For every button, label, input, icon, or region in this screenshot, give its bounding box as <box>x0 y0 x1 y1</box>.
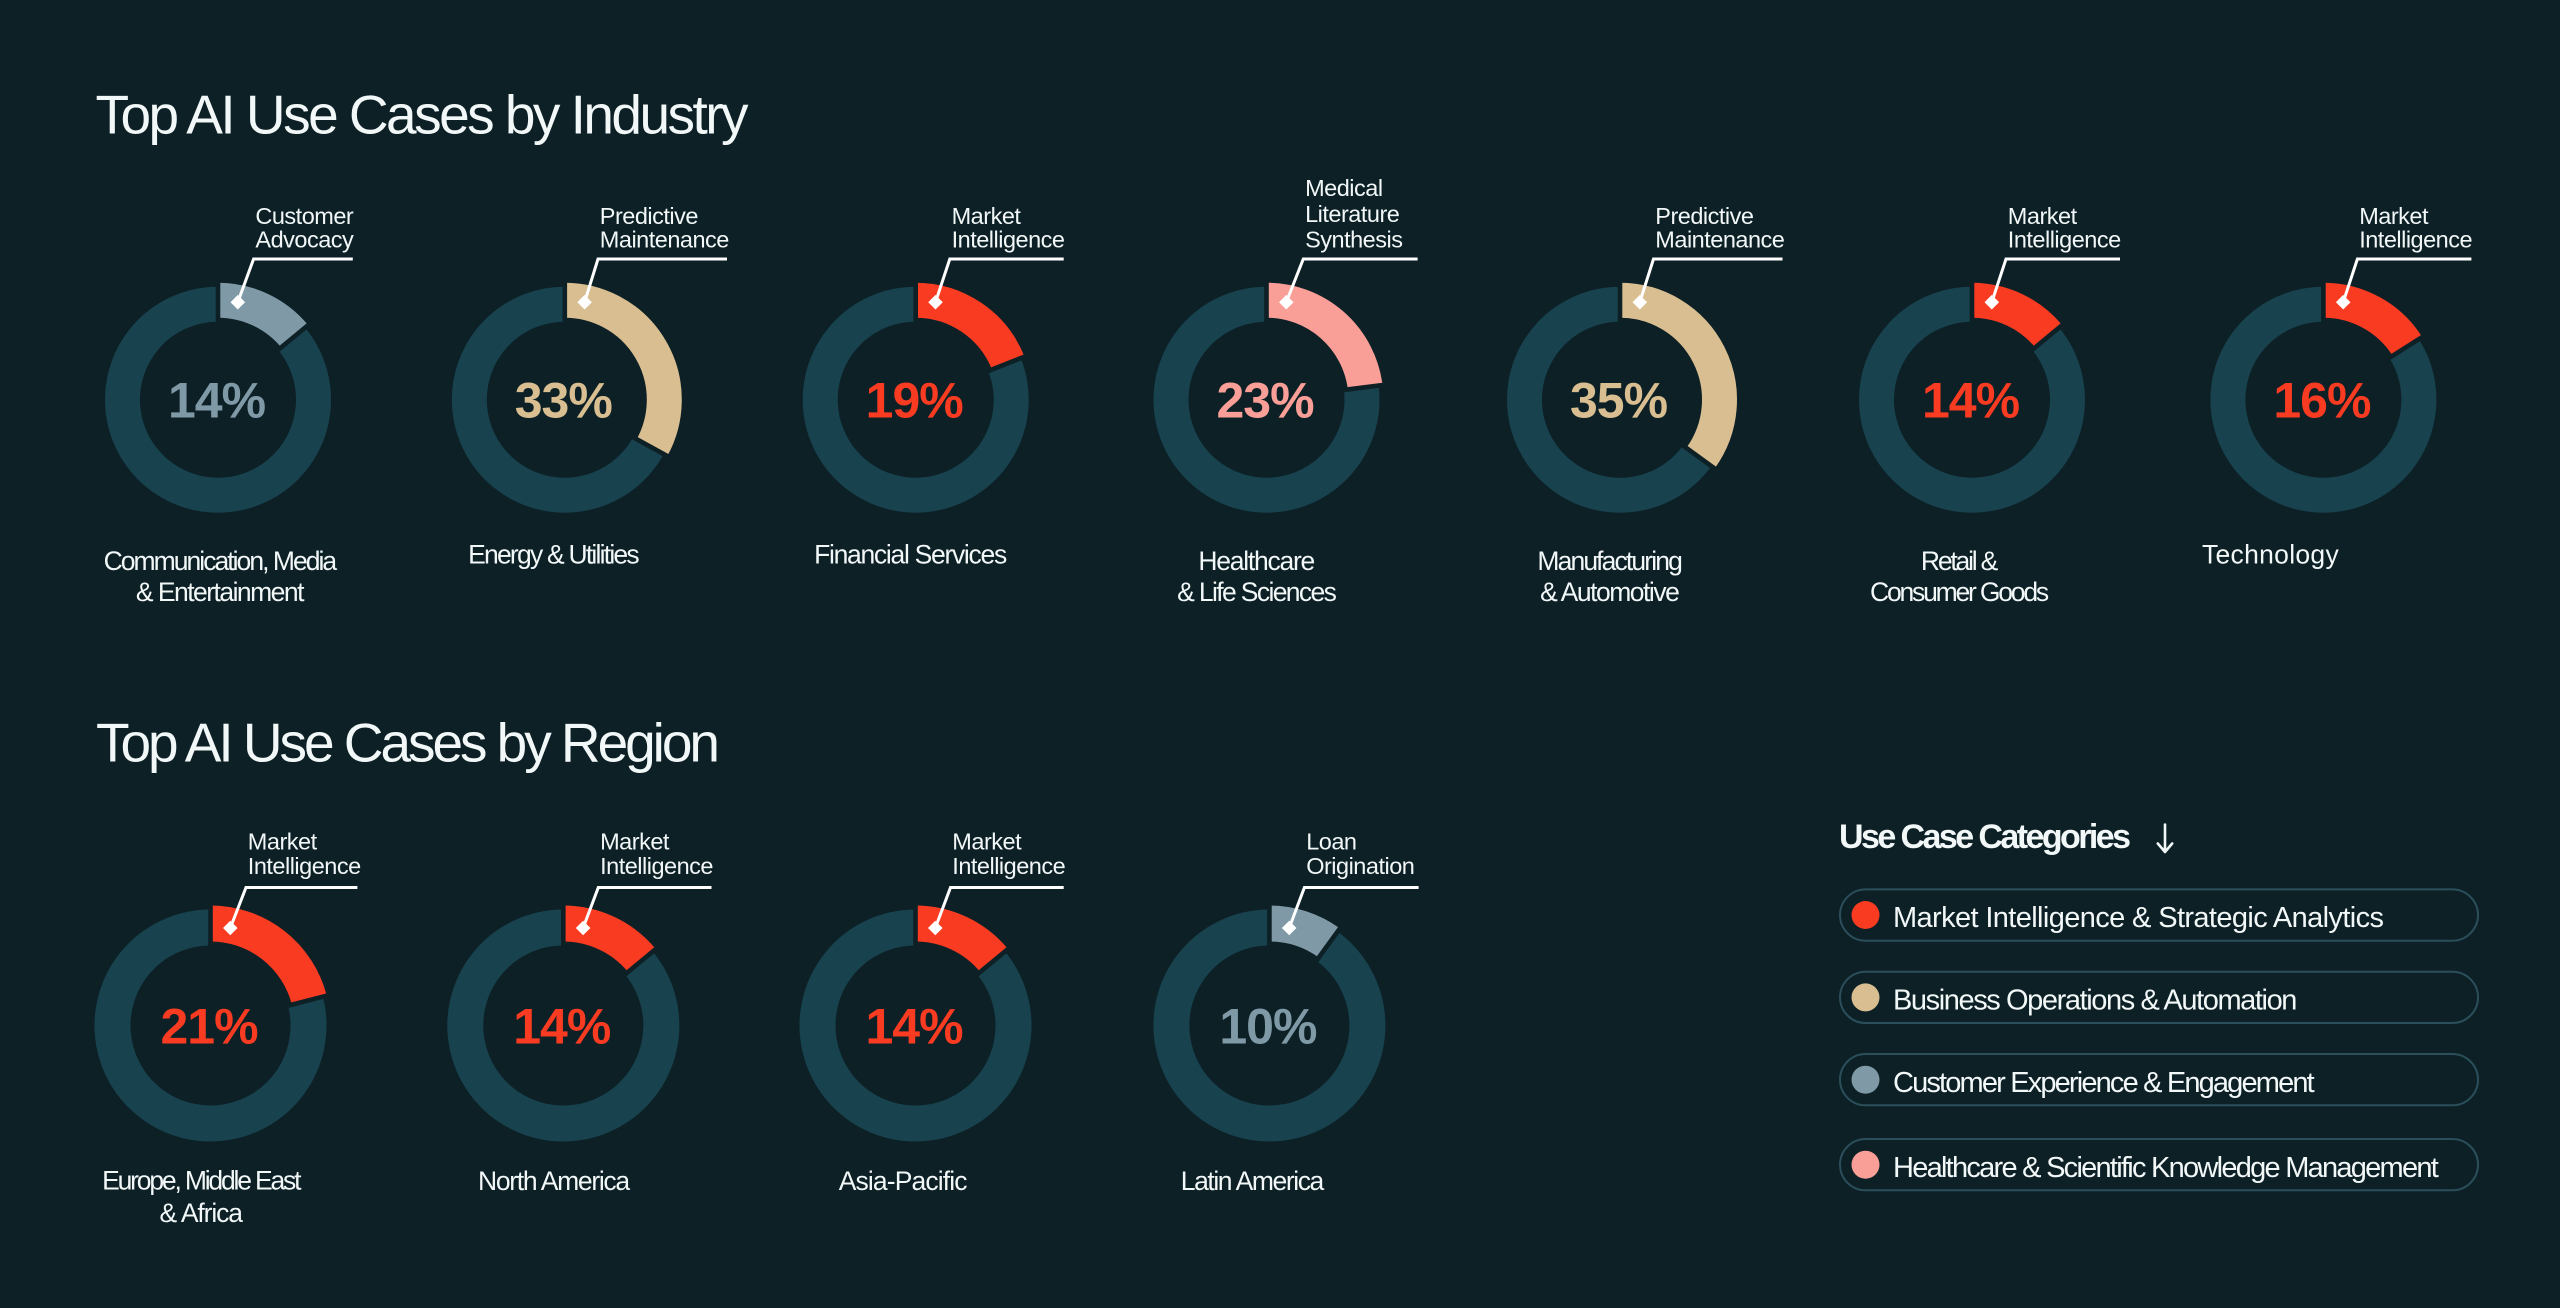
svg-text:23%: 23% <box>1216 373 1314 429</box>
svg-text:& Entertainment: & Entertainment <box>136 577 305 607</box>
svg-text:Consumer Goods: Consumer Goods <box>1870 577 2049 607</box>
svg-text:Top AI Use Cases by Industry: Top AI Use Cases by Industry <box>96 83 749 145</box>
svg-text:Origination: Origination <box>1306 853 1414 879</box>
svg-text:North America: North America <box>478 1166 630 1196</box>
svg-text:Financial Services: Financial Services <box>814 540 1007 570</box>
svg-text:Market Intelligence & Strategi: Market Intelligence & Strategic Analytic… <box>1893 902 2383 934</box>
svg-text:21%: 21% <box>160 998 258 1054</box>
svg-text:Asia-Pacific: Asia-Pacific <box>839 1166 968 1196</box>
svg-text:Synthesis: Synthesis <box>1305 227 1402 253</box>
svg-text:Market: Market <box>2359 203 2429 229</box>
svg-text:Intelligence: Intelligence <box>952 853 1065 879</box>
svg-text:Intelligence: Intelligence <box>248 853 361 879</box>
svg-text:33%: 33% <box>515 373 613 429</box>
svg-text:10%: 10% <box>1219 998 1317 1054</box>
svg-text:Predictive: Predictive <box>1655 203 1754 229</box>
svg-text:Europe, Middle East: Europe, Middle East <box>102 1166 302 1196</box>
svg-text:Intelligence: Intelligence <box>2008 227 2121 253</box>
svg-text:Communication, Media: Communication, Media <box>104 546 338 576</box>
svg-text:Healthcare & Scientific Knowle: Healthcare & Scientific Knowledge Manage… <box>1893 1152 2439 1184</box>
svg-text:Use Case Categories: Use Case Categories <box>1839 818 2130 856</box>
svg-text:& Africa: & Africa <box>160 1198 244 1228</box>
svg-text:Intelligence: Intelligence <box>952 227 1065 253</box>
svg-text:35%: 35% <box>1570 373 1668 429</box>
svg-text:Market: Market <box>952 203 1022 229</box>
svg-text:Maintenance: Maintenance <box>600 227 729 253</box>
svg-text:Market: Market <box>600 828 670 854</box>
svg-text:14%: 14% <box>168 373 266 429</box>
svg-text:Advocacy: Advocacy <box>255 227 354 253</box>
svg-text:Market: Market <box>952 828 1022 854</box>
svg-text:Intelligence: Intelligence <box>600 853 713 879</box>
svg-text:Market: Market <box>248 828 318 854</box>
svg-text:Energy & Utilities: Energy & Utilities <box>468 540 639 570</box>
svg-text:19%: 19% <box>866 373 964 429</box>
svg-text:Retail &: Retail & <box>1921 546 1999 576</box>
svg-text:Medical: Medical <box>1305 175 1382 201</box>
svg-text:14%: 14% <box>865 998 963 1054</box>
svg-text:Maintenance: Maintenance <box>1655 227 1784 253</box>
svg-text:Top AI Use Cases by Region: Top AI Use Cases by Region <box>96 712 717 774</box>
svg-text:Intelligence: Intelligence <box>2359 227 2472 253</box>
svg-text:14%: 14% <box>1922 373 2020 429</box>
svg-text:Manufacturing: Manufacturing <box>1537 546 1682 576</box>
svg-text:& Life Sciences: & Life Sciences <box>1177 577 1336 607</box>
svg-text:Customer Experience & Engageme: Customer Experience & Engagement <box>1893 1067 2315 1099</box>
svg-text:Literature: Literature <box>1305 201 1400 227</box>
svg-text:Predictive: Predictive <box>600 203 699 229</box>
svg-text:& Automotive: & Automotive <box>1540 577 1679 607</box>
svg-text:Technology: Technology <box>2202 540 2340 570</box>
svg-text:Customer: Customer <box>255 203 354 229</box>
svg-text:16%: 16% <box>2273 373 2371 429</box>
svg-text:Healthcare: Healthcare <box>1198 546 1314 576</box>
svg-text:Business Operations & Automati: Business Operations & Automation <box>1893 985 2296 1017</box>
svg-text:Loan: Loan <box>1306 828 1356 854</box>
svg-text:14%: 14% <box>513 998 611 1054</box>
svg-text:Latin America: Latin America <box>1181 1166 1325 1196</box>
svg-text:Market: Market <box>2008 203 2078 229</box>
